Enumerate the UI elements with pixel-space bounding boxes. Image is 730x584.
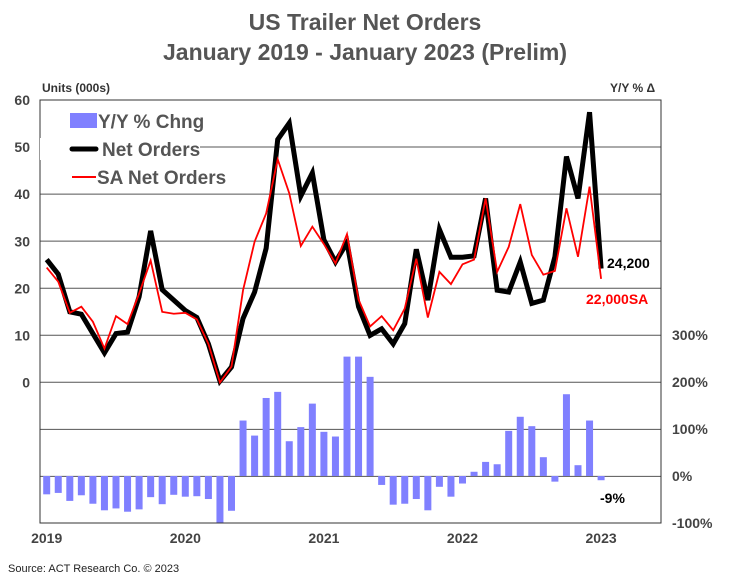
annotation-net-last: 24,200 — [607, 255, 650, 271]
left-axis-label: Units (000s) — [42, 81, 110, 95]
yy-change-bar — [435, 476, 443, 487]
chart-title-line2: January 2019 - January 2023 (Prelim) — [163, 39, 567, 65]
yy-change-bar — [331, 436, 339, 476]
legend-label-sa: SA Net Orders — [97, 168, 226, 189]
yy-change-bar — [447, 476, 455, 497]
yy-change-bar — [204, 476, 212, 500]
annotation-sa-last: 22,000SA — [586, 291, 648, 307]
yy-change-bar — [89, 476, 97, 504]
left-tick-label: 40 — [14, 186, 30, 202]
yy-change-bar — [216, 476, 224, 523]
right-axis-label: Y/Y % Δ — [610, 81, 655, 95]
yy-change-bar — [239, 420, 247, 476]
yy-change-bar — [274, 391, 282, 476]
yy-change-bar — [170, 476, 178, 495]
yy-change-bar — [516, 416, 524, 476]
yy-change-bar — [551, 476, 559, 482]
yy-change-bar — [586, 420, 594, 476]
source-note: Source: ACT Research Co. © 2023 — [8, 563, 179, 575]
yy-change-bar — [562, 394, 570, 476]
yy-change-bar — [412, 476, 420, 500]
yy-change-bar — [135, 476, 143, 510]
x-tick-label: 2022 — [447, 530, 478, 546]
left-tick-label: 10 — [14, 327, 30, 343]
chart-title-line1: US Trailer Net Orders — [249, 9, 482, 35]
left-tick-label: 50 — [14, 139, 30, 155]
yy-change-bar — [43, 476, 51, 495]
x-tick-label: 2020 — [170, 530, 201, 546]
right-tick-label: 300% — [672, 327, 708, 343]
yy-change-bar — [193, 476, 201, 497]
yy-change-bar — [285, 441, 293, 476]
plot-border — [39, 99, 662, 524]
x-tick-label: 2021 — [308, 530, 339, 546]
yy-change-bar — [228, 476, 235, 511]
annotation-yy-last: -9% — [600, 490, 625, 506]
yy-change-bar — [389, 476, 397, 505]
right-tick-label: 200% — [672, 374, 708, 390]
yy-change-bar — [493, 464, 501, 476]
sa-net-orders-line — [46, 155, 602, 385]
yy-change-bar — [505, 430, 513, 476]
yy-change-bar — [424, 476, 432, 511]
yy-change-bar — [459, 476, 466, 484]
yy-change-bar — [147, 476, 155, 498]
yy-change-bar — [158, 476, 166, 505]
yy-change-bar — [320, 431, 328, 476]
yy-change-bar — [100, 476, 108, 511]
yy-change-bar — [470, 471, 478, 476]
yy-change-bar — [124, 476, 132, 512]
legend-label-yy: Y/Y % Chng — [98, 112, 204, 133]
right-tick-label: -100% — [672, 515, 713, 531]
legend-swatch-yy — [70, 113, 97, 128]
yy-change-bar — [181, 476, 189, 497]
yy-change-bar — [77, 476, 85, 496]
left-tick-label: 60 — [14, 92, 30, 108]
yy-change-bar — [539, 457, 547, 476]
legend-background — [40, 138, 200, 160]
yy-change-bar — [251, 435, 259, 476]
yy-change-bar — [297, 427, 305, 476]
yy-change-bar — [355, 356, 363, 476]
legend-label-net: Net Orders — [102, 140, 200, 161]
yy-change-bar — [343, 356, 351, 476]
yy-change-bar — [378, 476, 386, 485]
yy-change-bar — [54, 476, 62, 493]
x-tick-label: 2019 — [31, 530, 62, 546]
yy-change-bar — [262, 397, 270, 476]
yy-change-bar — [401, 476, 409, 504]
yy-change-bar — [597, 476, 605, 481]
yy-change-bar — [574, 465, 582, 476]
right-tick-label: 0% — [672, 468, 693, 484]
yy-change-bar — [66, 476, 74, 501]
yy-change-bar — [528, 426, 536, 476]
left-tick-label: 30 — [14, 233, 30, 249]
yy-change-bar — [112, 476, 120, 509]
left-tick-label: 0 — [22, 375, 30, 391]
right-tick-label: 100% — [672, 421, 708, 437]
yy-change-bar — [366, 376, 374, 476]
net-orders-line — [44, 111, 604, 387]
left-tick-label: 20 — [14, 280, 30, 296]
x-tick-label: 2023 — [586, 530, 617, 546]
yy-change-bar — [308, 403, 316, 476]
yy-change-bar — [482, 461, 490, 476]
